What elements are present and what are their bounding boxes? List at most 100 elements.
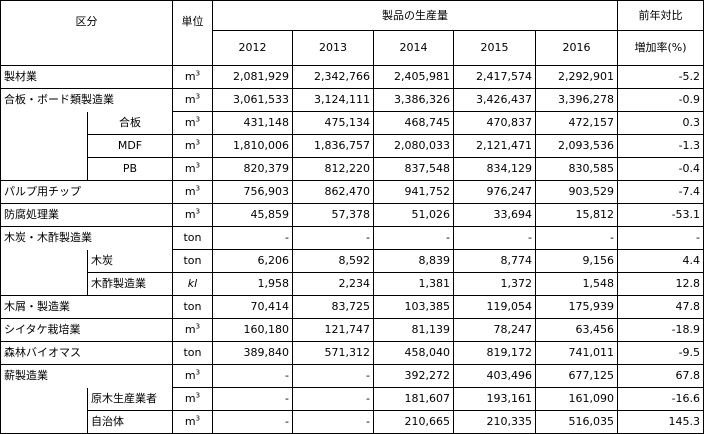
table-row: 合板・ボード類製造業 m3 3,061,533 3,124,111 3,386,326 3… [0, 88, 704, 112]
value-cell: - [292, 387, 374, 411]
unit-cell: m3 [172, 134, 213, 158]
change-cell: -7.4 [617, 180, 704, 204]
change-cell: -18.9 [617, 318, 704, 342]
table-row: PB m3 820,379 812,220 837,548 834,129 830,585-… [0, 157, 704, 181]
value-cell: 33,694 [453, 203, 536, 227]
table-row: 合板 m3 431,148 475,134 468,745 470,837 472,157 0… [0, 111, 704, 135]
unit-base: m [184, 415, 196, 428]
value-cell: - [292, 364, 374, 388]
change-cell: 4.4 [617, 249, 704, 273]
value-cell: 3,426,437 [453, 88, 536, 112]
value-cell: 475,134 [292, 111, 374, 135]
production-header: 製品の生産量 [211, 0, 619, 31]
indent-cell [0, 387, 88, 411]
year-header: 2016 [534, 30, 619, 66]
value-cell: 161,090 [534, 387, 619, 411]
unit-superscript: 3 [195, 207, 201, 216]
category-header: 区分 [0, 0, 173, 66]
value-cell: 2,234 [292, 272, 374, 296]
value-cell: 9,156 [534, 249, 619, 273]
value-cell: 820,379 [212, 157, 293, 181]
value-cell: 830,585 [534, 157, 619, 181]
value-cell: - [453, 226, 536, 250]
value-cell: 756,903 [212, 180, 293, 204]
sub-category-label: 木炭 [87, 249, 173, 273]
table-row: 自治体 m3- -210,665 210,335 516,035 145.3 [0, 410, 704, 434]
change-cell: -53.1 [617, 203, 704, 227]
value-cell: 1,372 [453, 272, 536, 296]
value-cell: 45,859 [212, 203, 293, 227]
value-cell: 8,839 [373, 249, 454, 273]
value-cell: 78,247 [453, 318, 536, 342]
value-cell: 2,417,574 [453, 65, 536, 89]
category-label: 木屑・製造業 [0, 295, 173, 319]
value-cell: - [534, 226, 619, 250]
unit-base: m [184, 323, 196, 336]
category-label: 防腐処理業 [0, 203, 173, 227]
value-cell: 472,157 [534, 111, 619, 135]
unit-cell: m3 [172, 157, 213, 181]
value-cell: 8,592 [292, 249, 374, 273]
value-cell: 976,247 [453, 180, 536, 204]
table-row: 木炭・木酢製造業 ton - - - - - - [0, 226, 704, 250]
unit-base: m [184, 162, 196, 175]
unit-cell: m3 [172, 111, 213, 135]
value-cell: 571,312 [292, 341, 374, 365]
table-row: パルプ用チップ m3 756,903 862,470 941,752 976,247 903… [0, 180, 704, 204]
value-cell: 83,725 [292, 295, 374, 319]
unit-superscript: 3 [195, 138, 201, 147]
value-cell: 3,061,533 [212, 88, 293, 112]
unit-base: m [184, 208, 196, 221]
category-label: 合板・ボード類製造業 [0, 88, 173, 112]
value-cell: 51,026 [373, 203, 454, 227]
table-row: MDF m3 1,810,006 1,836,757 2,080,033 2,121,47… [0, 134, 704, 158]
value-cell: 103,385 [373, 295, 454, 319]
value-cell: 2,121,471 [453, 134, 536, 158]
sub-category-label: 原木生産業者 [87, 387, 173, 411]
change-cell: 145.3 [617, 410, 704, 434]
indent-cell [0, 111, 88, 135]
year-header: 2012 [212, 30, 293, 66]
value-cell: - [212, 226, 293, 250]
change-cell: -16.6 [617, 387, 704, 411]
change-header-line2: 増加率(%) [617, 30, 704, 66]
unit-base: m [184, 116, 196, 129]
value-cell: 63,456 [534, 318, 619, 342]
category-label: 森林バイオマス [0, 341, 173, 365]
sub-category-label: 木酢製造業 [87, 272, 173, 296]
value-cell: 903,529 [534, 180, 619, 204]
unit-superscript: 3 [195, 115, 201, 124]
value-cell: - [292, 410, 374, 434]
change-cell: -0.9 [617, 88, 704, 112]
unit-cell: m3 [172, 88, 213, 112]
value-cell: - [212, 364, 293, 388]
value-cell: 516,035 [534, 410, 619, 434]
table-row: 森林バイオマス ton 389,840 571,312 458,040 819,172 74… [0, 341, 704, 365]
unit-header: 単位 [172, 0, 213, 66]
value-cell: 6,206 [212, 249, 293, 273]
value-cell: 1,810,006 [212, 134, 293, 158]
change-header-line1: 前年対比 [617, 0, 704, 31]
sub-category-label: 合板 [87, 111, 173, 135]
value-cell: 121,747 [292, 318, 374, 342]
value-cell: 70,414 [212, 295, 293, 319]
value-cell: 431,148 [212, 111, 293, 135]
unit-base: m [184, 392, 196, 405]
unit-base: m [184, 93, 196, 106]
unit-superscript: 3 [195, 161, 201, 170]
table-row: 木炭 ton 6,206 8,592 8,839 8,774 9,156 4.4 [0, 249, 704, 273]
indent-cell [0, 272, 88, 296]
value-cell: 470,837 [453, 111, 536, 135]
value-cell: 210,665 [373, 410, 454, 434]
value-cell: 175,939 [534, 295, 619, 319]
value-cell: 57,378 [292, 203, 374, 227]
sub-category-label: MDF [87, 134, 173, 158]
change-cell: -1.3 [617, 134, 704, 158]
change-cell: -0.4 [617, 157, 704, 181]
unit-cell: ton [172, 226, 213, 250]
unit-base: m [184, 139, 196, 152]
table-row: シイタケ栽培業 m3 160,180 121,747 81,139 78,247 63,45… [0, 318, 704, 342]
value-cell: 3,386,326 [373, 88, 454, 112]
indent-cell [0, 134, 88, 158]
